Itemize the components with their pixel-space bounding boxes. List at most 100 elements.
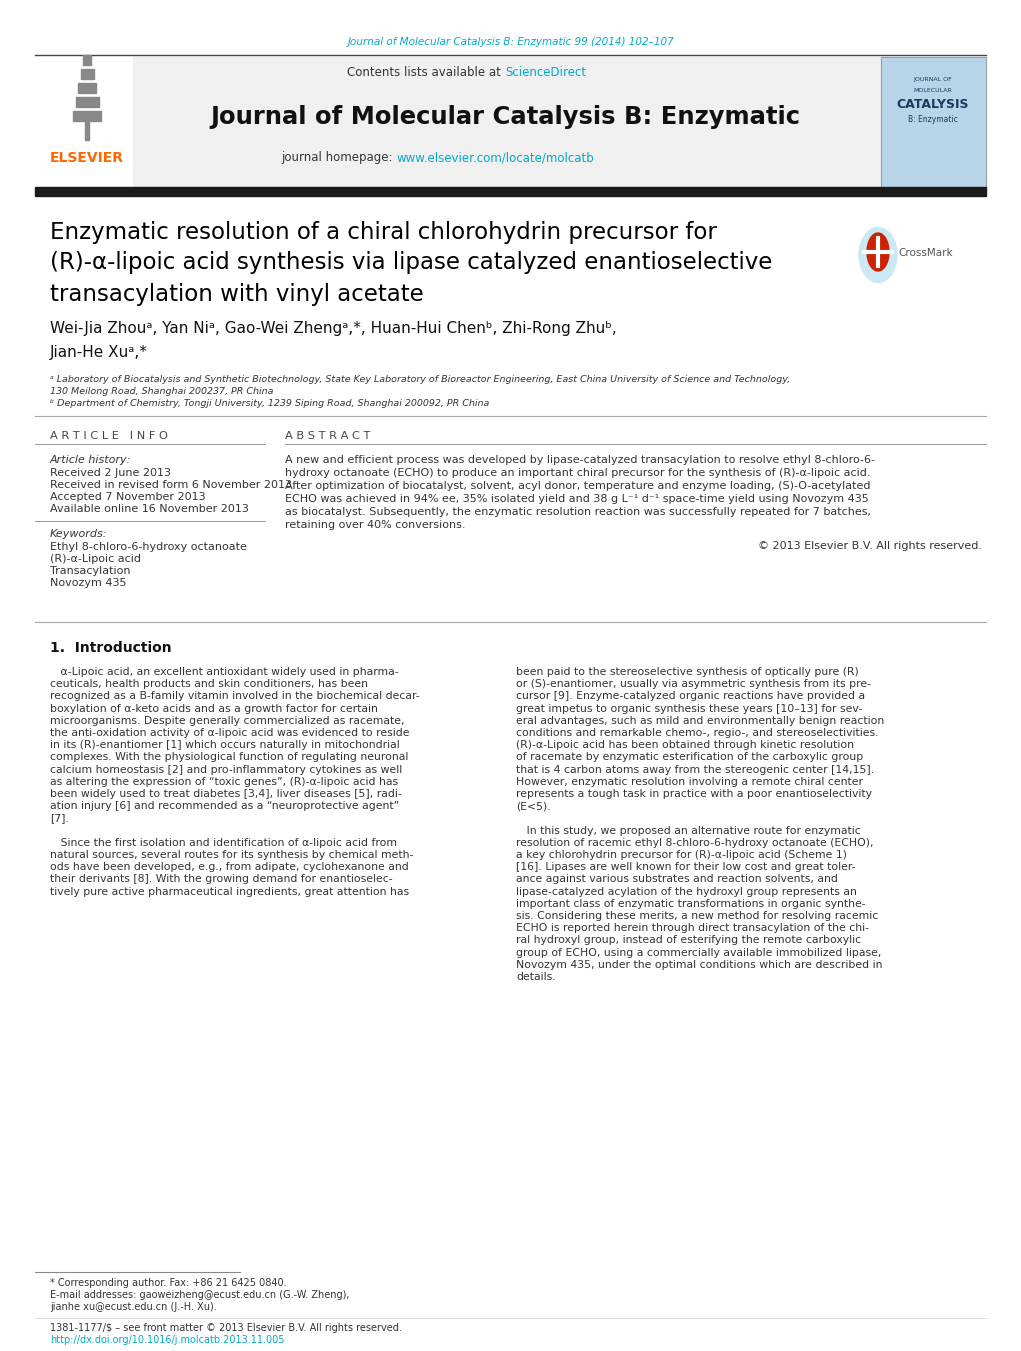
Text: the anti-oxidation activity of α-lipoic acid was evidenced to reside: the anti-oxidation activity of α-lipoic …: [50, 728, 409, 738]
Text: complexes. With the physiological function of regulating neuronal: complexes. With the physiological functi…: [50, 753, 408, 762]
Text: group of ECHO, using a commercially available immobilized lipase,: group of ECHO, using a commercially avai…: [516, 947, 881, 958]
Text: Contents lists available at: Contents lists available at: [347, 66, 505, 80]
Text: After optimization of biocatalyst, solvent, acyl donor, temperature and enzyme l: After optimization of biocatalyst, solve…: [285, 481, 871, 490]
Text: important class of enzymatic transformations in organic synthe-: important class of enzymatic transformat…: [516, 898, 866, 909]
Text: as biocatalyst. Subsequently, the enzymatic resolution reaction was successfully: as biocatalyst. Subsequently, the enzyma…: [285, 507, 871, 517]
Text: Journal of Molecular Catalysis B: Enzymatic: Journal of Molecular Catalysis B: Enzyma…: [210, 105, 800, 128]
Text: (R)-α-Lipoic acid: (R)-α-Lipoic acid: [50, 554, 141, 563]
Ellipse shape: [867, 232, 889, 272]
Text: (E<5).: (E<5).: [516, 801, 550, 811]
Text: http://dx.doi.org/10.1016/j.molcatb.2013.11.005: http://dx.doi.org/10.1016/j.molcatb.2013…: [50, 1335, 285, 1346]
Text: lipase-catalyzed acylation of the hydroxyl group represents an: lipase-catalyzed acylation of the hydrox…: [516, 886, 857, 897]
Text: Accepted 7 November 2013: Accepted 7 November 2013: [50, 492, 205, 503]
Text: microorganisms. Despite generally commercialized as racemate,: microorganisms. Despite generally commer…: [50, 716, 404, 725]
Text: B: Enzymatic: B: Enzymatic: [908, 115, 958, 124]
Text: transacylation with vinyl acetate: transacylation with vinyl acetate: [50, 282, 424, 305]
Ellipse shape: [859, 227, 897, 282]
Bar: [76, 97, 98, 107]
Text: cursor [9]. Enzyme-catalyzed organic reactions have provided a: cursor [9]. Enzyme-catalyzed organic rea…: [516, 692, 865, 701]
Text: 130 Meilong Road, Shanghai 200237, PR China: 130 Meilong Road, Shanghai 200237, PR Ch…: [50, 388, 274, 396]
Text: of racemate by enzymatic esterification of the carboxylic group: of racemate by enzymatic esterification …: [516, 753, 863, 762]
Text: Received in revised form 6 November 2013: Received in revised form 6 November 2013: [50, 480, 292, 490]
Text: www.elsevier.com/locate/molcatb: www.elsevier.com/locate/molcatb: [396, 151, 594, 165]
Text: natural sources, several routes for its synthesis by chemical meth-: natural sources, several routes for its …: [50, 850, 414, 861]
Text: retaining over 40% conversions.: retaining over 40% conversions.: [285, 520, 466, 530]
Text: [7].: [7].: [50, 813, 68, 823]
Text: ELSEVIER: ELSEVIER: [50, 151, 124, 165]
Text: Novozym 435: Novozym 435: [50, 578, 127, 588]
Text: α-Lipoic acid, an excellent antioxidant widely used in pharma-: α-Lipoic acid, an excellent antioxidant …: [50, 667, 398, 677]
Text: © 2013 Elsevier B.V. All rights reserved.: © 2013 Elsevier B.V. All rights reserved…: [758, 540, 982, 551]
Text: Received 2 June 2013: Received 2 June 2013: [50, 467, 171, 478]
Text: great impetus to organic synthesis these years [10–13] for sev-: great impetus to organic synthesis these…: [516, 704, 863, 713]
Text: represents a tough task in practice with a poor enantioselectivity: represents a tough task in practice with…: [516, 789, 872, 798]
Bar: [35, 186, 986, 196]
Bar: [881, 57, 986, 186]
Text: ceuticals, health products and skin conditioners, has been: ceuticals, health products and skin cond…: [50, 680, 368, 689]
Text: Since the first isolation and identification of α-lipoic acid from: Since the first isolation and identifica…: [50, 838, 397, 848]
Text: ECHO is reported herein through direct transacylation of the chi-: ECHO is reported herein through direct t…: [516, 923, 869, 934]
Text: been widely used to treat diabetes [3,4], liver diseases [5], radi-: been widely used to treat diabetes [3,4]…: [50, 789, 401, 798]
Text: However, enzymatic resolution involving a remote chiral center: However, enzymatic resolution involving …: [516, 777, 863, 786]
Text: ral hydroxyl group, instead of esterifying the remote carboxylic: ral hydroxyl group, instead of esterifyi…: [516, 935, 861, 946]
Text: Novozym 435, under the optimal conditions which are described in: Novozym 435, under the optimal condition…: [516, 959, 882, 970]
Text: ᵇ Department of Chemistry, Tongji University, 1239 Siping Road, Shanghai 200092,: ᵇ Department of Chemistry, Tongji Univer…: [50, 400, 489, 408]
Text: their derivants [8]. With the growing demand for enantioselec-: their derivants [8]. With the growing de…: [50, 874, 393, 885]
Bar: [85, 120, 89, 141]
Text: 1.  Introduction: 1. Introduction: [50, 640, 172, 655]
Text: CrossMark: CrossMark: [898, 249, 953, 258]
Text: Available online 16 November 2013: Available online 16 November 2013: [50, 504, 249, 513]
Text: conditions and remarkable chemo-, regio-, and stereoselectivities.: conditions and remarkable chemo-, regio-…: [516, 728, 878, 738]
Text: CATALYSIS: CATALYSIS: [896, 99, 969, 112]
Text: MOLECULAR: MOLECULAR: [914, 88, 953, 92]
Bar: [78, 82, 96, 93]
Text: been paid to the stereoselective synthesis of optically pure (R): been paid to the stereoselective synthes…: [516, 667, 859, 677]
Text: journal homepage:: journal homepage:: [281, 151, 396, 165]
Text: in its (R)-enantiomer [1] which occurs naturally in mitochondrial: in its (R)-enantiomer [1] which occurs n…: [50, 740, 400, 750]
Text: A new and efficient process was developed by lipase-catalyzed transacylation to : A new and efficient process was develope…: [285, 455, 875, 465]
Bar: [72, 111, 101, 122]
Text: * Corresponding author. Fax: +86 21 6425 0840.: * Corresponding author. Fax: +86 21 6425…: [50, 1278, 287, 1288]
Text: In this study, we proposed an alternative route for enzymatic: In this study, we proposed an alternativ…: [516, 825, 861, 836]
Text: A B S T R A C T: A B S T R A C T: [285, 431, 371, 440]
Text: ScienceDirect: ScienceDirect: [505, 66, 586, 80]
Text: 1381-1177/$ – see front matter © 2013 Elsevier B.V. All rights reserved.: 1381-1177/$ – see front matter © 2013 El…: [50, 1323, 402, 1333]
Text: or (S)-enantiomer, usually via asymmetric synthesis from its pre-: or (S)-enantiomer, usually via asymmetri…: [516, 680, 871, 689]
Text: Transacylation: Transacylation: [50, 566, 131, 576]
Text: ECHO was achieved in 94% ee, 35% isolated yield and 38 g L⁻¹ d⁻¹ space-time yiel: ECHO was achieved in 94% ee, 35% isolate…: [285, 494, 869, 504]
Text: Ethyl 8-chloro-6-hydroxy octanoate: Ethyl 8-chloro-6-hydroxy octanoate: [50, 542, 247, 553]
Bar: [83, 55, 91, 65]
Text: Enzymatic resolution of a chiral chlorohydrin precursor for: Enzymatic resolution of a chiral chloroh…: [50, 220, 717, 243]
Bar: [81, 69, 94, 78]
Text: ance against various substrates and reaction solvents, and: ance against various substrates and reac…: [516, 874, 838, 885]
Text: details.: details.: [516, 971, 555, 982]
Text: sis. Considering these merits, a new method for resolving racemic: sis. Considering these merits, a new met…: [516, 911, 878, 921]
Text: eral advantages, such as mild and environmentally benign reaction: eral advantages, such as mild and enviro…: [516, 716, 884, 725]
Text: A R T I C L E   I N F O: A R T I C L E I N F O: [50, 431, 167, 440]
Text: calcium homeostasis [2] and pro-inflammatory cytokines as well: calcium homeostasis [2] and pro-inflamma…: [50, 765, 402, 774]
Text: Jian-He Xuᵃ,*: Jian-He Xuᵃ,*: [50, 345, 148, 359]
Text: Journal of Molecular Catalysis B: Enzymatic 99 (2014) 102–107: Journal of Molecular Catalysis B: Enzyma…: [347, 36, 675, 47]
Text: ods have been developed, e.g., from adipate, cyclohexanone and: ods have been developed, e.g., from adip…: [50, 862, 408, 873]
Text: (R)-α-lipoic acid synthesis via lipase catalyzed enantioselective: (R)-α-lipoic acid synthesis via lipase c…: [50, 251, 772, 274]
Text: resolution of racemic ethyl 8-chloro-6-hydroxy octanoate (ECHO),: resolution of racemic ethyl 8-chloro-6-h…: [516, 838, 874, 848]
Text: boxylation of α-keto acids and as a growth factor for certain: boxylation of α-keto acids and as a grow…: [50, 704, 378, 713]
Text: Article history:: Article history:: [50, 455, 132, 465]
Text: recognized as a B-family vitamin involved in the biochemical decar-: recognized as a B-family vitamin involve…: [50, 692, 420, 701]
Text: tively pure active pharmaceutical ingredients, great attention has: tively pure active pharmaceutical ingred…: [50, 886, 409, 897]
Text: E-mail addresses: gaoweizheng@ecust.edu.cn (G.-W. Zheng),: E-mail addresses: gaoweizheng@ecust.edu.…: [50, 1290, 349, 1300]
Text: a key chlorohydrin precursor for (R)-α-lipoic acid (Scheme 1): a key chlorohydrin precursor for (R)-α-l…: [516, 850, 847, 861]
Text: ᵃ Laboratory of Biocatalysis and Synthetic Biotechnology, State Key Laboratory o: ᵃ Laboratory of Biocatalysis and Synthet…: [50, 376, 790, 385]
Bar: [881, 57, 986, 186]
Text: JOURNAL OF: JOURNAL OF: [914, 77, 953, 82]
Bar: [133, 57, 881, 186]
Text: jianhe xu@ecust.edu.cn (J.-H. Xu).: jianhe xu@ecust.edu.cn (J.-H. Xu).: [50, 1302, 216, 1312]
Text: (R)-α-Lipoic acid has been obtained through kinetic resolution: (R)-α-Lipoic acid has been obtained thro…: [516, 740, 854, 750]
Text: Keywords:: Keywords:: [50, 530, 107, 539]
Text: that is 4 carbon atoms away from the stereogenic center [14,15].: that is 4 carbon atoms away from the ste…: [516, 765, 874, 774]
Text: Wei-Jia Zhouᵃ, Yan Niᵃ, Gao-Wei Zhengᵃ,*, Huan-Hui Chenᵇ, Zhi-Rong Zhuᵇ,: Wei-Jia Zhouᵃ, Yan Niᵃ, Gao-Wei Zhengᵃ,*…: [50, 320, 617, 335]
Text: ation injury [6] and recommended as a “neuroprotective agent”: ation injury [6] and recommended as a “n…: [50, 801, 399, 811]
Text: [16]. Lipases are well known for their low cost and great toler-: [16]. Lipases are well known for their l…: [516, 862, 856, 873]
Text: as altering the expression of “toxic genes”, (R)-α-lipoic acid has: as altering the expression of “toxic gen…: [50, 777, 398, 786]
Text: hydroxy octanoate (ECHO) to produce an important chiral precursor for the synthe: hydroxy octanoate (ECHO) to produce an i…: [285, 467, 871, 478]
